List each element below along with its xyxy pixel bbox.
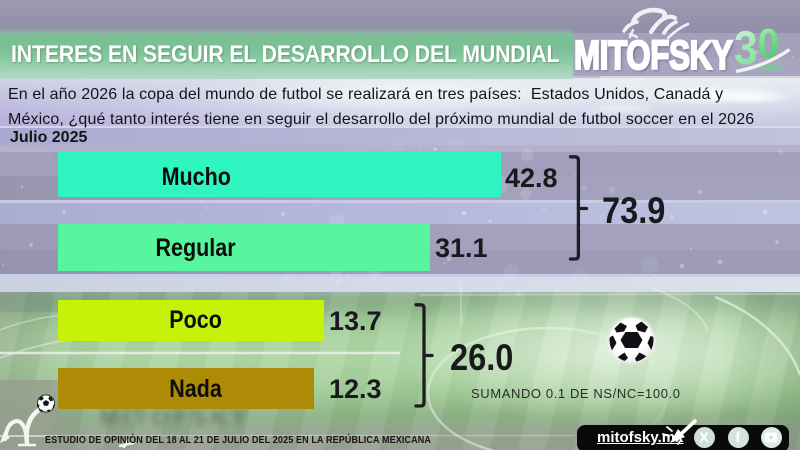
svg-text:años: años <box>761 63 783 74</box>
svg-text:3: 3 <box>734 23 758 75</box>
svg-text:0: 0 <box>758 21 779 67</box>
